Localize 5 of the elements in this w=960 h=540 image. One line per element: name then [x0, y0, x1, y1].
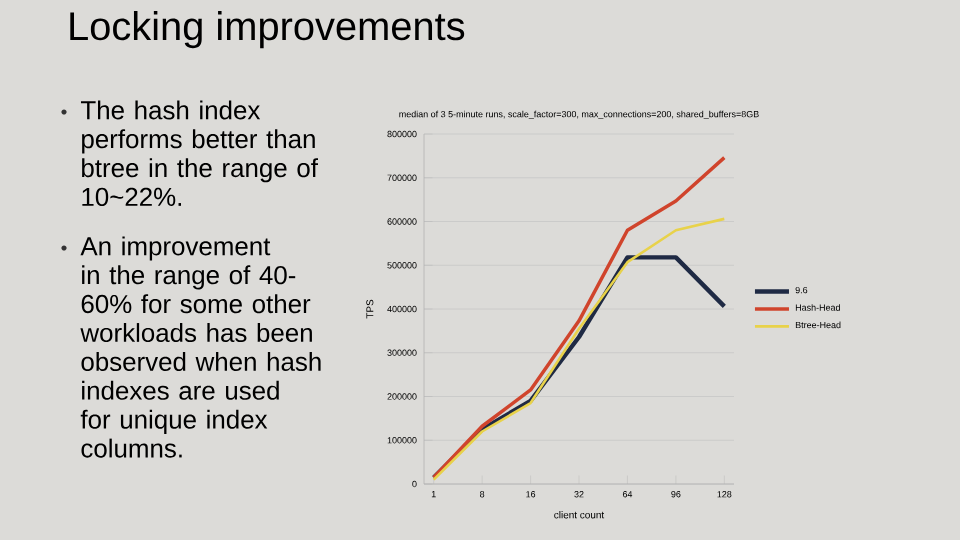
line-series — [432, 217, 726, 481]
text: The hash index performs better than btree in the range of 10~22%. — [80, 100, 318, 207]
text: An improvement in the range of 40-60% for some other workloads has been observed when hash indexes are used for unique index columns. — [80, 236, 321, 458]
line-series — [431, 155, 727, 480]
chart-title: Locking improvements — [70, 11, 465, 49]
